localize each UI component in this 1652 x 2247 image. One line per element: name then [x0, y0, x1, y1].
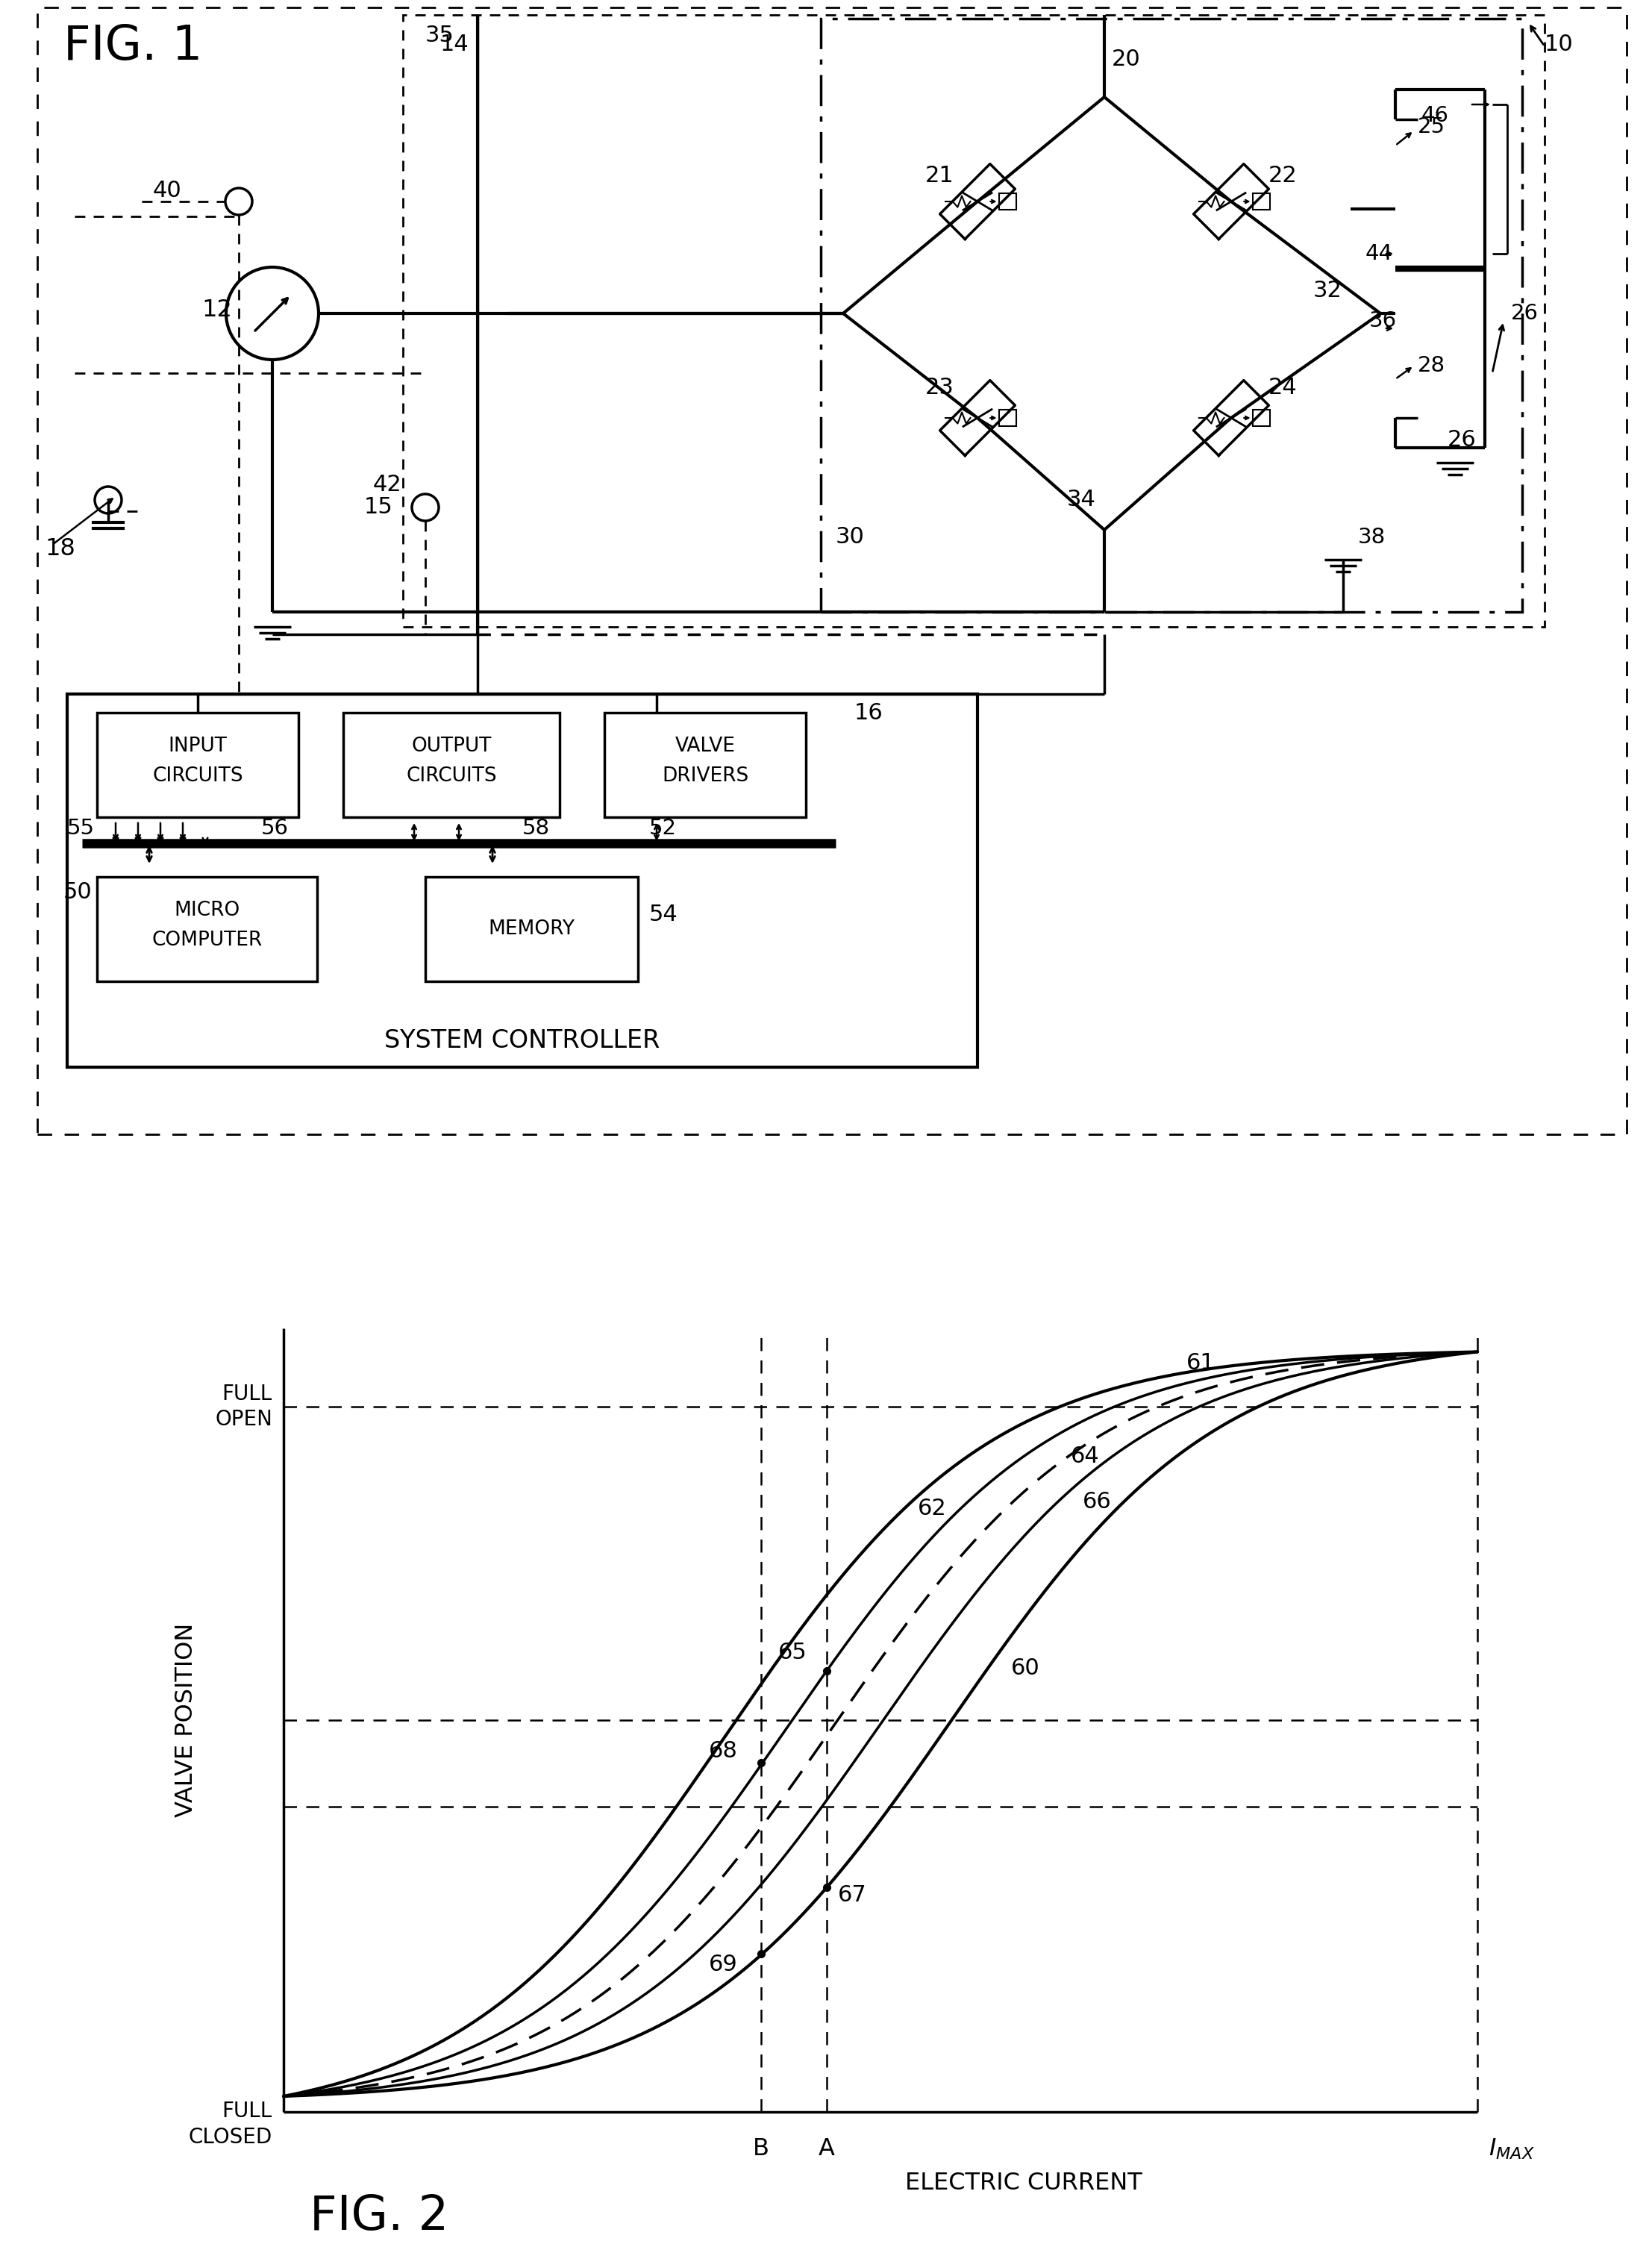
Text: MICRO: MICRO — [173, 901, 240, 919]
Text: 38: 38 — [1358, 526, 1386, 548]
Text: 69: 69 — [709, 1955, 738, 1975]
Text: 68: 68 — [709, 1741, 738, 1762]
Text: 23: 23 — [925, 377, 955, 400]
Text: FULL
CLOSED: FULL CLOSED — [188, 2101, 273, 2148]
Text: 30: 30 — [836, 526, 864, 548]
Text: 56: 56 — [261, 818, 289, 838]
Text: ELECTRIC CURRENT: ELECTRIC CURRENT — [905, 2171, 1142, 2195]
Bar — [1252, 193, 1270, 209]
Bar — [425, 876, 638, 982]
Text: 20: 20 — [1112, 49, 1140, 70]
Text: CIRCUITS: CIRCUITS — [152, 766, 243, 786]
Text: FIG. 1: FIG. 1 — [63, 22, 203, 70]
Bar — [403, 16, 1545, 627]
Text: 36: 36 — [1370, 310, 1398, 330]
Text: 61: 61 — [1186, 1353, 1216, 1373]
Text: DRIVERS: DRIVERS — [662, 766, 748, 786]
Text: 26: 26 — [1512, 303, 1538, 324]
Text: 67: 67 — [838, 1885, 867, 1905]
Text: 26: 26 — [1447, 429, 1477, 452]
Text: 10: 10 — [1545, 34, 1573, 56]
Text: 34: 34 — [1067, 490, 1095, 510]
Text: 21: 21 — [925, 164, 955, 187]
Text: A: A — [819, 2137, 834, 2162]
Text: 24: 24 — [1269, 377, 1297, 400]
Text: 35: 35 — [425, 25, 454, 47]
Text: 52: 52 — [649, 818, 677, 838]
Bar — [68, 694, 978, 1067]
Text: 18: 18 — [45, 537, 76, 560]
Text: 64: 64 — [1070, 1445, 1100, 1467]
Bar — [1252, 409, 1270, 427]
Text: VALVE: VALVE — [676, 737, 735, 755]
Text: 66: 66 — [1082, 1490, 1112, 1512]
Text: FULL
OPEN: FULL OPEN — [215, 1384, 273, 1429]
Bar — [97, 712, 299, 818]
Text: 44: 44 — [1366, 243, 1393, 265]
Text: 32: 32 — [1313, 281, 1341, 301]
Bar — [344, 712, 560, 818]
Text: VALVE POSITION: VALVE POSITION — [175, 1622, 198, 1818]
Text: 16: 16 — [854, 701, 884, 724]
Bar — [999, 193, 1016, 209]
Text: INPUT: INPUT — [169, 737, 228, 755]
Text: MEMORY: MEMORY — [489, 919, 575, 939]
Text: 15: 15 — [363, 497, 393, 519]
Text: 12: 12 — [202, 299, 231, 321]
Text: 40: 40 — [154, 180, 182, 202]
Text: 42: 42 — [373, 474, 401, 497]
Bar — [97, 876, 317, 982]
Text: 25: 25 — [1417, 117, 1446, 137]
Bar — [999, 409, 1016, 427]
Bar — [38, 7, 1627, 1135]
Bar — [821, 18, 1521, 611]
Text: COMPUTER: COMPUTER — [152, 930, 263, 950]
Text: 65: 65 — [778, 1643, 808, 1663]
Text: 22: 22 — [1269, 164, 1297, 187]
Text: 28: 28 — [1417, 355, 1446, 375]
Text: 62: 62 — [919, 1499, 947, 1519]
Text: CIRCUITS: CIRCUITS — [406, 766, 497, 786]
Text: OUTPUT: OUTPUT — [411, 737, 492, 755]
Text: 50: 50 — [63, 881, 93, 903]
Text: 46: 46 — [1421, 106, 1449, 126]
Text: 14: 14 — [439, 34, 469, 56]
Text: B: B — [753, 2137, 770, 2162]
Text: FIG. 2: FIG. 2 — [309, 2193, 449, 2240]
Text: 55: 55 — [68, 818, 94, 838]
Text: 60: 60 — [1011, 1658, 1041, 1679]
Text: SYSTEM CONTROLLER: SYSTEM CONTROLLER — [385, 1029, 661, 1054]
Text: 54: 54 — [649, 903, 677, 926]
Bar — [605, 712, 806, 818]
Text: 58: 58 — [522, 818, 550, 838]
Text: $I_{MAX}$: $I_{MAX}$ — [1488, 2137, 1535, 2162]
